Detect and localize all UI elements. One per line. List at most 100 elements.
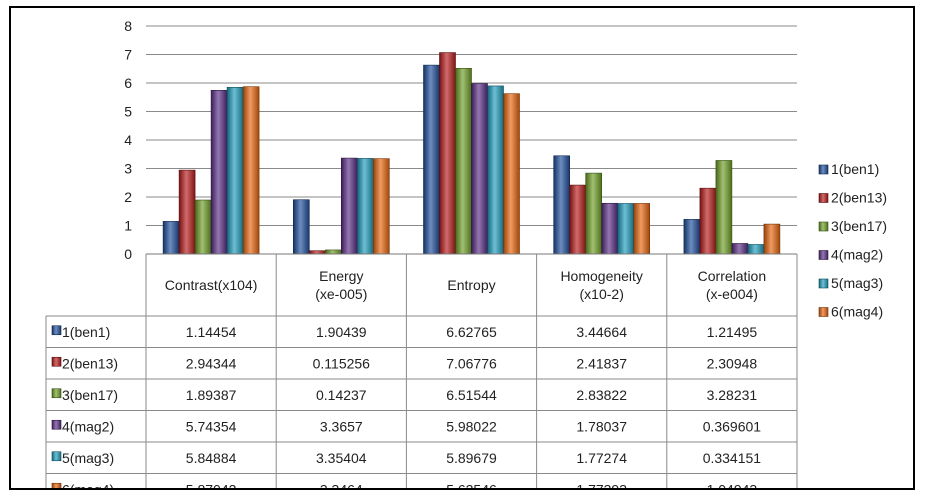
x-category-label: Entropy: [447, 277, 495, 293]
bar: [633, 203, 651, 255]
data-label: 1.04943: [707, 481, 758, 488]
bar: [553, 155, 571, 255]
bar: [569, 184, 587, 255]
data-label: 0.334151: [703, 450, 762, 466]
bar: [487, 85, 504, 255]
x-category-label: Contrast(x104): [165, 277, 258, 293]
y-tick-label: 3: [124, 161, 132, 177]
legend-label: 4(mag2): [831, 247, 883, 263]
bar: [423, 64, 440, 255]
data-label: 5.74354: [186, 418, 237, 434]
bar: [324, 249, 342, 255]
x-category-label: Energy: [319, 268, 363, 284]
table-legend-swatch: [51, 419, 62, 430]
y-tick-label: 8: [124, 18, 132, 34]
data-label: 1.21495: [707, 324, 758, 340]
bar: [683, 219, 701, 255]
table-legend-swatch: [51, 325, 62, 336]
data-label: 3.44664: [576, 324, 627, 340]
table-series-name: 5(mag3): [62, 450, 114, 466]
bar: [162, 221, 180, 255]
chart-frame: 0 1 2 3 4 5 6 7 8 Contrast(x104) Energy (xe-005) En…: [9, 6, 915, 490]
bar: [601, 202, 619, 255]
bar: [226, 87, 244, 255]
bar: [210, 90, 228, 255]
table-series-name: 4(mag2): [62, 418, 114, 434]
data-label: 1.90439: [316, 324, 367, 340]
data-label: 1.78037: [576, 418, 627, 434]
table-series-name: 6(mag4): [62, 481, 114, 488]
bar: [178, 169, 196, 255]
y-tick-label: 1: [124, 218, 132, 234]
data-label: 0.369601: [703, 418, 762, 434]
legend-swatch: [818, 221, 829, 232]
data-label: 1.89387: [186, 387, 237, 403]
data-label: 2.94344: [186, 355, 237, 371]
legend: 1(ben1) 2(ben13) 3(ben17) 4(mag2) 5(mag3) 6(m…: [818, 161, 887, 320]
bar: [471, 83, 488, 255]
data-label: 0.14237: [316, 387, 367, 403]
data-label: 1.77393: [576, 481, 627, 488]
table-series-name: 2(ben13): [62, 355, 118, 371]
data-label: 3.3464: [320, 481, 363, 488]
bar: [763, 223, 781, 255]
y-tick-label: 5: [124, 104, 132, 120]
legend-label: 1(ben1): [831, 161, 879, 177]
legend-swatch: [818, 278, 829, 289]
bar: [194, 199, 212, 255]
y-tick-label: 0: [124, 246, 132, 262]
bar: [340, 157, 358, 255]
chart: 0 1 2 3 4 5 6 7 8 Contrast(x104) Energy (xe-005) En…: [45, 18, 887, 488]
bar: [747, 244, 765, 255]
data-label: 3.35404: [316, 450, 367, 466]
x-category-label: (x10-2): [580, 286, 624, 302]
bar: [503, 93, 520, 255]
legend-label: 6(mag4): [831, 304, 883, 320]
table-series-name: 1(ben1): [62, 324, 110, 340]
table-legend-swatch: [51, 356, 62, 367]
data-table: Contrast(x104) Energy (xe-005) Entropy Homog…: [45, 254, 798, 488]
data-label: 2.83822: [576, 387, 627, 403]
bar: [715, 160, 733, 255]
data-label: 5.84884: [186, 450, 237, 466]
data-label: 7.06776: [446, 355, 497, 371]
x-category-label: Homogeneity: [560, 268, 643, 284]
bar: [292, 199, 310, 255]
data-label: 5.89679: [446, 450, 497, 466]
legend-swatch: [818, 250, 829, 260]
data-label: 5.62546: [446, 481, 497, 488]
bar: [242, 86, 260, 255]
table-series-name: 3(ben17): [62, 387, 118, 403]
x-category-label: (xe-005): [315, 286, 367, 302]
bar: [617, 203, 635, 255]
data-label: 1.77274: [576, 450, 627, 466]
data-label: 1.14454: [186, 324, 237, 340]
legend-label: 5(mag3): [831, 275, 883, 291]
y-tick-label: 2: [124, 189, 132, 205]
table-legend-swatch: [51, 451, 62, 462]
data-label: 6.62765: [446, 324, 497, 340]
data-label: 5.98022: [446, 418, 497, 434]
y-tick-label: 4: [124, 132, 132, 148]
y-tick-label: 6: [124, 75, 132, 91]
legend-label: 3(ben17): [831, 218, 887, 234]
data-label: 0.115256: [313, 355, 371, 371]
bar: [356, 158, 374, 255]
table-legend-swatch: [51, 482, 62, 488]
bars: [162, 52, 781, 255]
bar: [731, 243, 749, 255]
legend-swatch: [818, 307, 829, 317]
data-label: 5.87042: [186, 481, 237, 488]
legend-swatch: [818, 164, 829, 175]
data-label: 2.41837: [576, 355, 627, 371]
bar: [585, 172, 603, 255]
legend-label: 2(ben13): [831, 190, 887, 206]
bar: [699, 187, 717, 255]
y-tick-label: 7: [124, 47, 132, 63]
bar: [439, 52, 456, 255]
legend-swatch: [818, 193, 829, 203]
x-category-label: (x-e004): [706, 286, 758, 302]
bar: [455, 68, 472, 255]
data-label: 3.3657: [320, 418, 363, 434]
table-legend-swatch: [51, 388, 62, 399]
